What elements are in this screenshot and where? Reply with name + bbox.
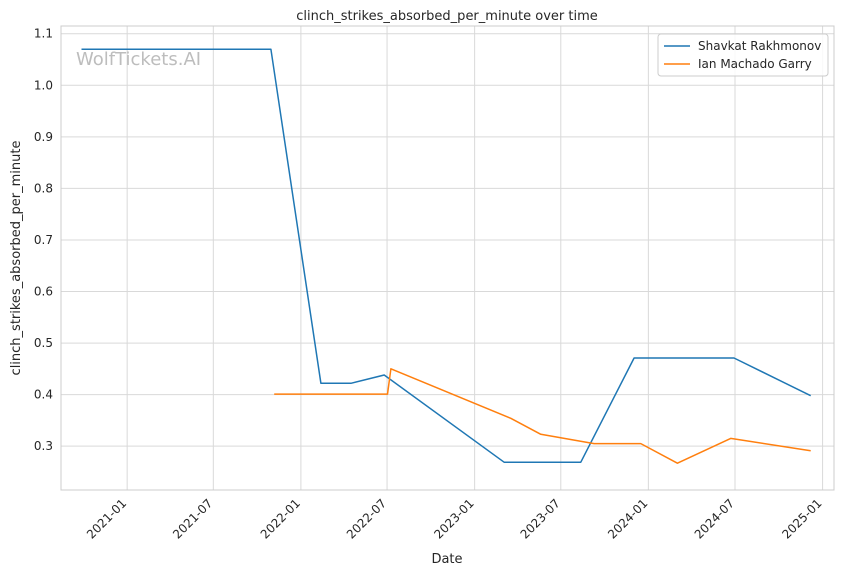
y-axis-label: clinch_strikes_absorbed_per_minute [9, 141, 24, 376]
y-tick-label: 1.1 [34, 27, 53, 41]
watermark: WolfTickets.AI [76, 49, 201, 70]
legend-label-garry: Ian Machado Garry [698, 57, 812, 71]
series-lines [81, 48, 812, 464]
y-tick-label: 0.4 [34, 388, 53, 402]
plot-frame [60, 25, 835, 491]
y-tick-label: 0.5 [34, 336, 53, 350]
legend-label-rakhmonov: Shavkat Rakhmonov [698, 39, 821, 53]
y-tick-label: 0.7 [34, 233, 53, 247]
legend: Shavkat Rakhmonov Ian Machado Garry [657, 33, 829, 77]
y-tick-label: 0.6 [34, 285, 53, 299]
grid [61, 26, 834, 490]
y-tick-label: 0.3 [34, 439, 53, 453]
series-line-0 [81, 48, 812, 463]
y-tick-label: 0.8 [34, 181, 53, 195]
y-tick-label: 1.0 [34, 78, 53, 92]
x-axis-label: Date [431, 552, 462, 567]
y-tick-label: 0.9 [34, 130, 53, 144]
series-line-1 [274, 368, 811, 464]
legend-box [657, 33, 829, 77]
chart-title: clinch_strikes_absorbed_per_minute over … [296, 9, 598, 24]
